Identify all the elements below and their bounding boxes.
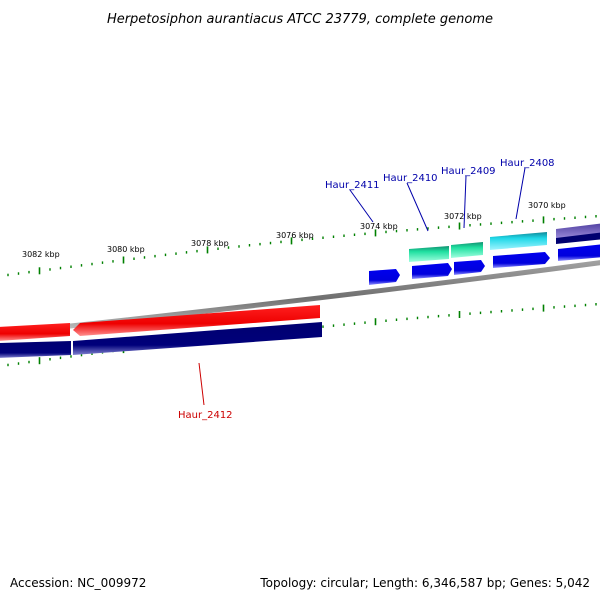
kbp-label-3080: 3080 kbp: [107, 245, 145, 254]
leader-haur-2408: [515, 167, 526, 220]
reverse-contig-main: [73, 322, 322, 355]
gene-label-leaders: [198, 167, 526, 406]
teal-gene-right[interactable]: [451, 242, 483, 258]
map-title: Herpetosiphon aurantiacus ATCC 23779, co…: [107, 12, 493, 27]
gene-haur-2409-cds[interactable]: [454, 260, 485, 275]
gene-haur-2412[interactable]: [0, 305, 320, 341]
gene-label-haur-2412[interactable]: Haur_2412: [178, 410, 233, 421]
kbp-label-3072: 3072 kbp: [444, 212, 482, 221]
accession-text: Accession: NC_009972: [10, 576, 147, 590]
reverse-cds-left: [0, 323, 70, 341]
reverse-contig-left: [0, 341, 71, 358]
kbp-label-3078: 3078 kbp: [191, 239, 229, 248]
gene-label-haur-2409[interactable]: Haur_2409: [441, 166, 496, 177]
gene-label-haur-2411[interactable]: Haur_2411: [325, 180, 380, 191]
cyan-gene[interactable]: [490, 232, 547, 250]
kbp-label-3076: 3076 kbp: [276, 231, 314, 240]
teal-gene-left[interactable]: [409, 246, 449, 262]
gene-label-haur-2408[interactable]: Haur_2408: [500, 158, 555, 169]
gene-label-haur-2410[interactable]: Haur_2410: [383, 173, 438, 184]
kbp-scale: 3082 kbp 3080 kbp 3078 kbp 3076 kbp 3074…: [22, 201, 566, 259]
gene-labels: Haur_2411 Haur_2410 Haur_2409 Haur_2408 …: [178, 158, 555, 421]
kbp-label-3082: 3082 kbp: [22, 250, 60, 259]
forward-contig-right: [558, 244, 600, 261]
leader-haur-2411: [349, 189, 374, 223]
gene-haur-2410-cds[interactable]: [412, 263, 452, 279]
leader-haur-2409: [463, 175, 467, 229]
gene-haur-2408-cds[interactable]: [493, 252, 550, 268]
kbp-label-3074: 3074 kbp: [360, 222, 398, 231]
kbp-label-3070: 3070 kbp: [528, 201, 566, 210]
leader-haur-2412: [198, 362, 205, 406]
reverse-cds-main: [73, 305, 320, 336]
forward-tick-ruler: [7, 215, 597, 277]
forward-cds-group: [369, 244, 600, 285]
leader-haur-2410: [406, 182, 429, 232]
gene-haur-2411-cds[interactable]: [369, 269, 400, 285]
navy-gene-right: [556, 232, 600, 244]
topology-text: Topology: circular; Length: 6,346,587 bp…: [260, 576, 590, 590]
